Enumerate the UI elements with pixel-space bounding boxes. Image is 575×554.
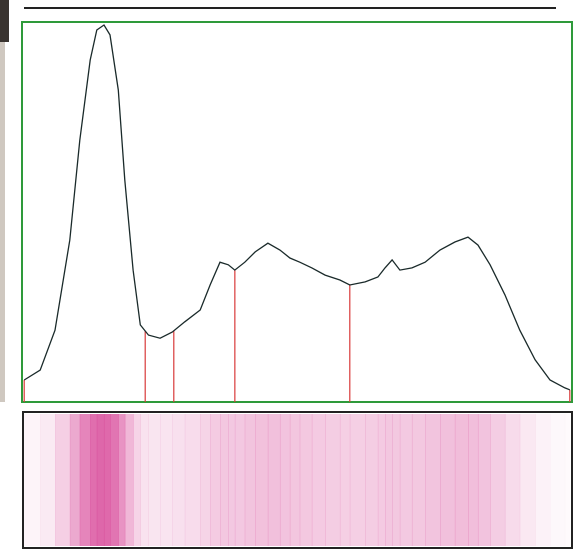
strip-band xyxy=(505,414,520,546)
strip-band xyxy=(565,414,570,546)
gel-strip xyxy=(24,414,570,546)
strip-band xyxy=(400,414,413,546)
strip-band xyxy=(455,414,469,546)
densitometry-view xyxy=(0,0,575,554)
strip-band xyxy=(160,414,173,546)
strip-band xyxy=(228,414,235,546)
strip-band xyxy=(280,414,290,546)
strip-band xyxy=(425,414,440,546)
strip-band xyxy=(412,414,426,546)
strip-band xyxy=(468,414,478,546)
strip-band xyxy=(133,414,141,546)
strip-band xyxy=(340,414,350,546)
strip-band xyxy=(290,414,300,546)
strip-band xyxy=(490,414,505,546)
strip-band xyxy=(125,414,134,546)
strip-band xyxy=(97,414,105,546)
strip-band xyxy=(365,414,378,546)
strip-band xyxy=(235,414,245,546)
page: {"chart_data": {"type": "line", "x": [0.… xyxy=(0,0,575,554)
strip-band xyxy=(118,414,125,546)
strip-band xyxy=(210,414,220,546)
strip-band xyxy=(312,414,326,546)
strip-band xyxy=(385,414,393,546)
strip-band xyxy=(90,414,97,546)
strip-band xyxy=(350,414,366,546)
strip-band xyxy=(245,414,256,546)
strip-band xyxy=(110,414,119,546)
strip-band xyxy=(80,414,91,546)
strip-band xyxy=(200,414,210,546)
window-edge xyxy=(0,0,9,42)
strip-band xyxy=(104,414,111,546)
strip-band xyxy=(520,414,536,546)
strip-band xyxy=(300,414,313,546)
strip-band xyxy=(24,414,40,546)
strip-band xyxy=(392,414,400,546)
strip-band xyxy=(440,414,455,546)
strip-band xyxy=(478,414,491,546)
strip-band xyxy=(378,414,386,546)
strip-band xyxy=(140,414,149,546)
window-edge xyxy=(0,42,5,402)
strip-band xyxy=(255,414,268,546)
strip-band xyxy=(149,414,161,546)
strip-band xyxy=(550,414,565,546)
strip-band xyxy=(535,414,550,546)
strip-band xyxy=(40,414,55,546)
strip-band xyxy=(220,414,229,546)
strip-band xyxy=(185,414,201,546)
strip-band xyxy=(325,414,340,546)
strip-band xyxy=(172,414,185,546)
strip-band xyxy=(70,414,80,546)
strip-band xyxy=(268,414,281,546)
strip-band xyxy=(55,414,70,546)
